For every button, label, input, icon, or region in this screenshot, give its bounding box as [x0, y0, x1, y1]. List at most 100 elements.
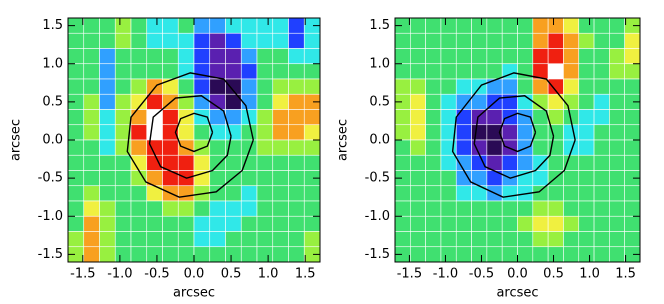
heatmap-cell: [240, 78, 258, 95]
heatmap-cell: [593, 109, 610, 126]
heatmap-cell: [67, 139, 85, 156]
heatmap-cell: [193, 246, 211, 263]
heatmap-cell: [256, 32, 274, 49]
heatmap-cell: [501, 246, 518, 263]
heatmap-cell: [471, 48, 488, 65]
heatmap-cell: [99, 32, 116, 49]
heatmap-cell: [146, 215, 163, 232]
heatmap-cell: [532, 215, 549, 232]
x-tick-label: 1.5: [295, 267, 316, 282]
heatmap-cell: [455, 78, 472, 95]
heatmap-cell: [67, 48, 85, 65]
heatmap-cell: [593, 17, 610, 34]
heatmap-cell: [547, 17, 564, 34]
heatmap-cell: [272, 170, 289, 187]
heatmap-cell: [209, 200, 226, 217]
x-axis-label: arcsec: [496, 286, 538, 301]
heatmap-cell: [83, 170, 100, 187]
heatmap-cell: [67, 231, 85, 248]
heatmap-cell: [609, 200, 625, 217]
heatmap-cell: [240, 32, 258, 49]
heatmap-cell: [410, 170, 426, 187]
heatmap-cell: [225, 200, 242, 217]
heatmap-cell: [130, 200, 148, 217]
heatmap-cell: [547, 63, 564, 80]
heatmap-cell: [440, 170, 457, 187]
heatmap-cell: [162, 48, 179, 65]
heatmap-cell: [425, 170, 442, 187]
heatmap-cell: [288, 200, 305, 217]
heatmap-cell: [162, 109, 179, 126]
heatmap-cell: [272, 246, 289, 263]
heatmap-cell: [130, 185, 148, 202]
heatmap-cell: [394, 48, 411, 65]
heatmap-cell: [593, 124, 610, 141]
heatmap-cell: [209, 215, 226, 232]
heatmap-cell: [517, 170, 534, 187]
heatmap-cell: [225, 32, 242, 49]
heatmap-cell: [114, 170, 132, 187]
heatmap-cell: [425, 124, 442, 141]
y-tick-label: 0.0: [369, 133, 390, 148]
heatmap-cell: [209, 17, 226, 34]
heatmap-cell: [209, 170, 226, 187]
contour: [451, 72, 576, 198]
heatmap-cell: [609, 215, 625, 232]
heatmap-cell: [67, 200, 85, 217]
heatmap-cell: [486, 215, 503, 232]
heatmap-cell: [440, 185, 457, 202]
heatmap-cell: [162, 63, 179, 80]
heatmap-cell: [162, 200, 179, 217]
heatmap-cell: [563, 63, 580, 80]
heatmap-cell: [177, 185, 195, 202]
heatmap-cell: [593, 170, 610, 187]
heatmap-cell: [410, 231, 426, 248]
heatmap-cell: [303, 48, 321, 65]
heatmap-cell: [486, 231, 503, 248]
heatmap-cell: [425, 93, 442, 110]
heatmap-cell: [410, 17, 426, 34]
heatmap-cell: [130, 215, 148, 232]
heatmap-cell: [578, 246, 595, 263]
heatmap-cell: [455, 17, 472, 34]
heatmap-cell: [517, 231, 534, 248]
heatmap-cell: [177, 48, 195, 65]
heatmap-cell: [272, 215, 289, 232]
heatmap-cell: [532, 185, 549, 202]
heatmap-cell: [193, 170, 211, 187]
contour: [473, 95, 555, 179]
heatmap-cell: [624, 139, 641, 156]
heatmap-cell: [177, 215, 195, 232]
heatmap-cell: [272, 32, 289, 49]
heatmap-cell: [83, 109, 100, 126]
heatmap-cell: [563, 200, 580, 217]
y-tick-label: 1.0: [369, 56, 390, 71]
heatmap-cell: [114, 32, 132, 49]
heatmap-cell: [303, 109, 321, 126]
heatmap-cell: [256, 93, 274, 110]
heatmap-cell: [99, 93, 116, 110]
heatmap-cell: [410, 63, 426, 80]
heatmap-cell: [593, 200, 610, 217]
heatmap-cell: [177, 246, 195, 263]
heatmap-cell: [440, 48, 457, 65]
heatmap-cell: [563, 124, 580, 141]
heatmap-cell: [130, 48, 148, 65]
heatmap-cell: [130, 139, 148, 156]
heatmap-cell: [193, 17, 211, 34]
heatmap-cell: [193, 48, 211, 65]
heatmap-cell: [193, 78, 211, 95]
heatmap-cell: [146, 48, 163, 65]
heatmap-cell: [177, 78, 195, 95]
heatmap-cell: [440, 109, 457, 126]
heatmap-cell: [455, 63, 472, 80]
heatmap-cell: [547, 109, 564, 126]
heatmap-cell: [114, 185, 132, 202]
heatmap-cell: [563, 48, 580, 65]
heatmap-cell: [547, 48, 564, 65]
heatmap-cell: [425, 17, 442, 34]
heatmap-cell: [624, 48, 641, 65]
heatmap-cell: [83, 17, 100, 34]
heatmap-cell: [130, 231, 148, 248]
heatmap-cell: [440, 63, 457, 80]
